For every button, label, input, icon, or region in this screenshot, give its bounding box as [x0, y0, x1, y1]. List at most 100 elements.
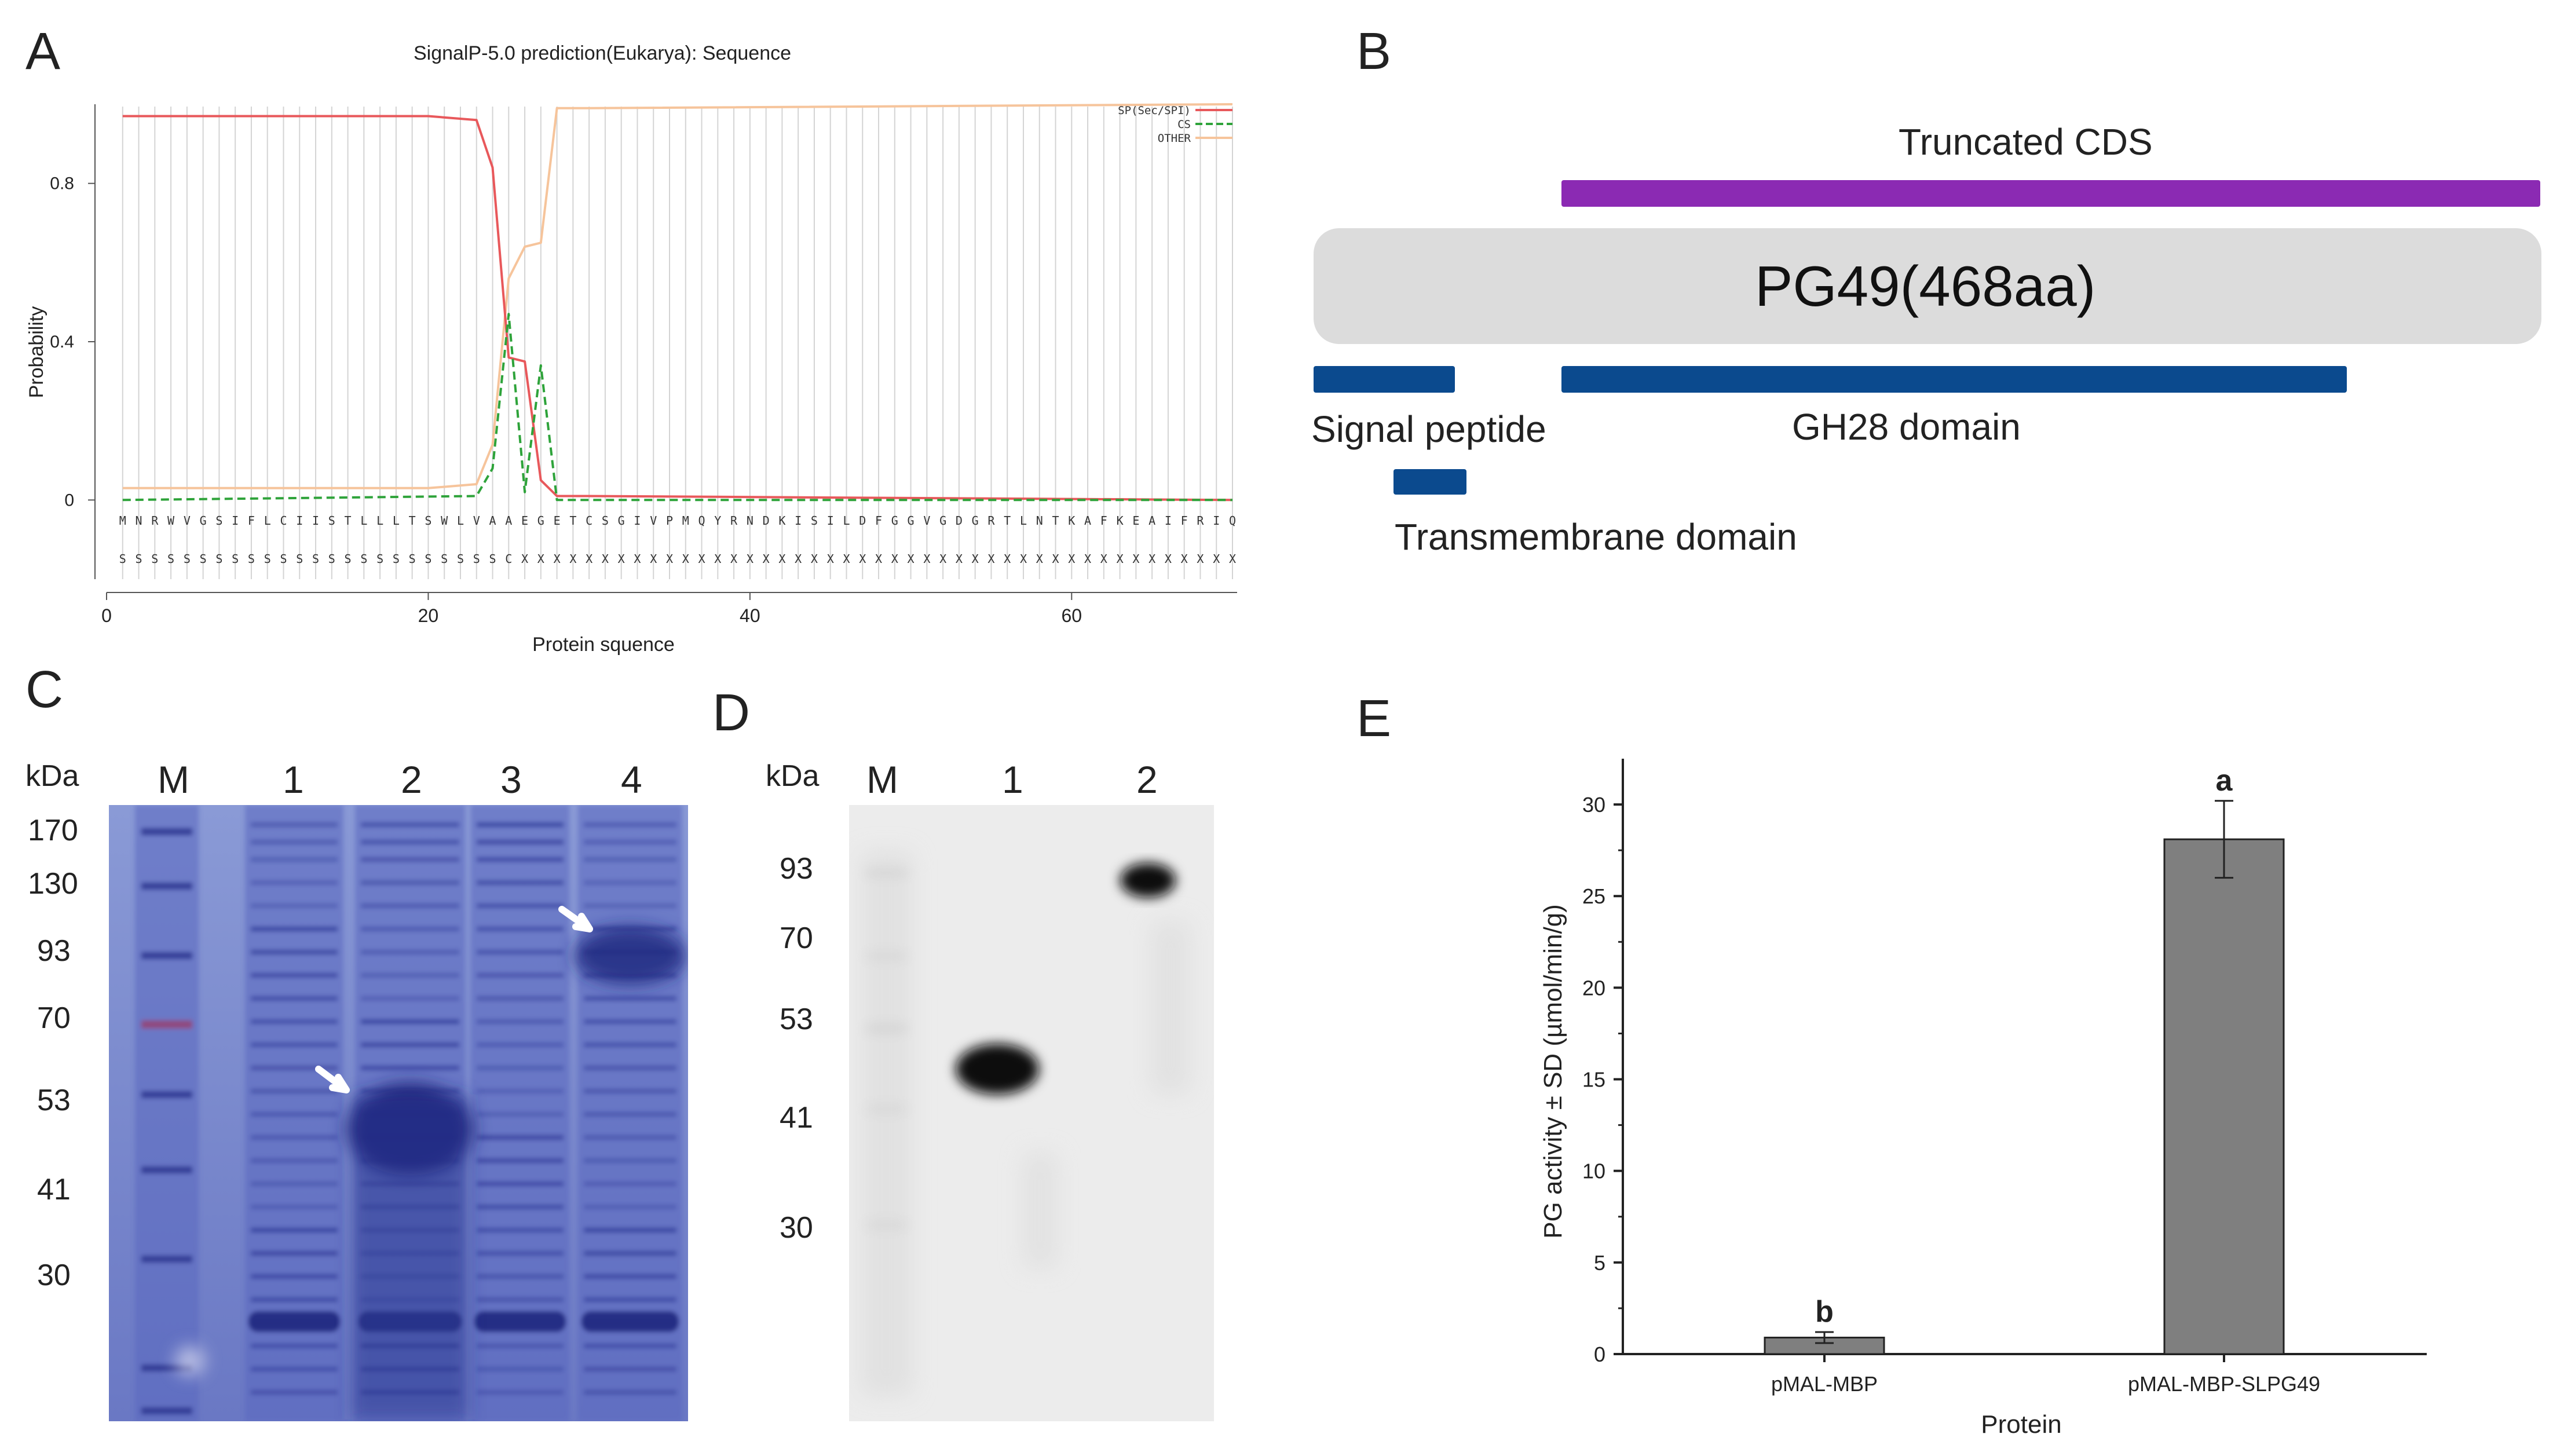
sequence-residue: F — [1181, 514, 1188, 528]
sequence-residue: S — [328, 514, 335, 528]
protein-band — [361, 822, 459, 827]
protein-band — [361, 880, 459, 885]
significance-letter: a — [2216, 764, 2233, 797]
annotation-label: X — [682, 552, 689, 566]
protein-band — [251, 996, 338, 1001]
annotation-label: X — [795, 552, 802, 566]
sequence-residue: V — [473, 514, 480, 528]
sequence-residue: E — [521, 514, 528, 528]
sequence-residue: F — [1100, 514, 1107, 528]
blot-band-lane-2 — [1120, 863, 1176, 898]
series-line-cs — [122, 313, 1232, 502]
sequence-residue: R — [987, 514, 995, 528]
protein-band — [584, 1066, 676, 1070]
annotation-label: X — [1117, 552, 1124, 566]
sequence-residue: C — [280, 514, 287, 528]
protein-band — [251, 1228, 338, 1232]
annotation-label: X — [987, 552, 994, 566]
annotation-label: S — [200, 552, 207, 566]
protein-band — [251, 840, 338, 844]
annotation-label: X — [1181, 552, 1188, 566]
annotation-label: S — [409, 552, 416, 566]
sequence-residue: W — [167, 514, 175, 528]
gh28-domain-bar — [1561, 366, 2347, 393]
annotation-label: S — [264, 552, 271, 566]
sequence-residue: S — [425, 514, 431, 528]
sequence-residue: L — [393, 514, 400, 528]
panel-letter-c: C — [25, 661, 63, 719]
protein-band — [251, 1135, 338, 1140]
sequence-residue: Q — [698, 514, 705, 528]
chart-a-ticks: 0 20 40 60 0 0.4 0.8 — [50, 174, 1082, 626]
annotation-label: S — [248, 552, 255, 566]
annotation-label: S — [280, 552, 287, 566]
marker-band — [141, 1166, 192, 1173]
sequence-residue: T — [409, 514, 416, 528]
sequence-residue: N — [747, 514, 754, 528]
protein-band — [251, 950, 338, 954]
sequence-residue: A — [505, 514, 512, 528]
protein-band — [361, 840, 459, 844]
protein-band — [584, 1205, 676, 1209]
x-tick-label: 20 — [418, 605, 439, 626]
sequence-residue: Q — [1229, 514, 1236, 528]
protein-band — [251, 880, 338, 885]
panel-letter-b: B — [1356, 23, 1392, 81]
sequence-residue: T — [1004, 514, 1011, 528]
protein-band — [584, 1158, 676, 1163]
sequence-residue: F — [875, 514, 882, 528]
annotation-label: X — [843, 552, 850, 566]
protein-band — [251, 1158, 338, 1163]
annotation-label: X — [730, 552, 737, 566]
protein-band — [477, 1089, 564, 1093]
sequence-residue: K — [1068, 514, 1075, 528]
sequence-residue: N — [136, 514, 142, 528]
protein-band — [584, 1344, 676, 1348]
protein-band — [477, 950, 564, 954]
blot-band-lane-1 — [956, 1044, 1039, 1095]
annotation-label: S — [425, 552, 431, 566]
gel-d-lane-1: 1 — [1002, 758, 1023, 801]
protein-band — [361, 1066, 459, 1070]
sequence-residue: G — [200, 514, 207, 528]
chart-a-title: SignalP-5.0 prediction(Eukarya): Sequenc… — [414, 42, 791, 64]
annotation-label: X — [778, 552, 785, 566]
annotation-label: S — [215, 552, 222, 566]
annotation-label: X — [1068, 552, 1075, 566]
protein-band — [584, 1297, 676, 1302]
annotation-label: X — [666, 552, 673, 566]
protein-band-strong — [248, 1311, 340, 1332]
protein-band — [584, 996, 676, 1001]
y-tick-label: 15 — [1582, 1068, 1605, 1092]
gel-c-image — [109, 805, 688, 1421]
protein-band — [477, 1205, 564, 1209]
annotation-label: X — [891, 552, 898, 566]
legend-label: SP(Sec/SPI) — [1118, 104, 1191, 117]
annotation-label: S — [232, 552, 239, 566]
protein-band — [477, 1344, 564, 1348]
x-tick-label: 60 — [1061, 605, 1082, 626]
protein-band — [584, 1042, 676, 1047]
gel-c-marker-53: 53 — [37, 1084, 71, 1117]
sequence-residue: T — [1052, 514, 1059, 528]
protein-band — [361, 973, 459, 978]
gel-c-marker-170: 170 — [28, 814, 78, 847]
annotation-label: X — [1036, 552, 1043, 566]
protein-band — [584, 1135, 676, 1140]
protein-band — [251, 1367, 338, 1371]
gel-d-image — [849, 805, 1214, 1421]
overexpressed-band-lane-4 — [575, 927, 686, 985]
gel-lane — [135, 805, 199, 1421]
protein-band — [584, 857, 676, 862]
gel-d-lane-m: M — [866, 758, 898, 801]
sequence-residue: F — [248, 514, 255, 528]
protein-band — [251, 1297, 338, 1302]
protein-band — [251, 822, 338, 827]
sequence-residue: V — [923, 514, 930, 528]
annotation-label: X — [1132, 552, 1139, 566]
signal-peptide-bar — [1314, 366, 1455, 393]
gel-d-marker-lane — [866, 870, 907, 1228]
y-tick-label: 0 — [64, 491, 74, 510]
gel-c-lane-m: M — [158, 758, 189, 801]
